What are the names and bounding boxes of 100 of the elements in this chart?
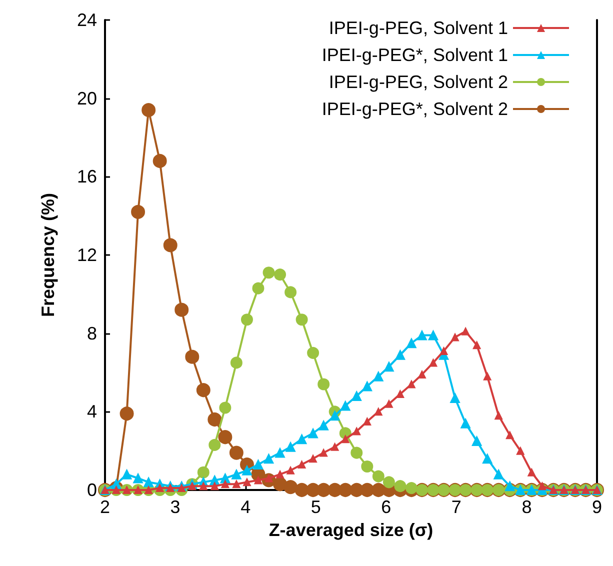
point bbox=[197, 466, 210, 478]
point bbox=[208, 412, 222, 426]
point bbox=[252, 282, 264, 294]
point bbox=[185, 350, 200, 364]
point bbox=[460, 418, 471, 428]
x-tick-label: 5 bbox=[310, 497, 321, 517]
point bbox=[156, 484, 164, 492]
point bbox=[494, 469, 504, 480]
point bbox=[407, 380, 416, 388]
point bbox=[309, 454, 318, 463]
legend-label: IPEI-g-PEG, Solvent 1 bbox=[328, 18, 508, 38]
point bbox=[382, 476, 395, 488]
point bbox=[395, 350, 406, 360]
x-tick-label: 6 bbox=[381, 497, 392, 517]
point bbox=[373, 371, 384, 382]
point bbox=[341, 435, 350, 444]
point bbox=[506, 431, 514, 440]
point bbox=[208, 438, 221, 451]
point bbox=[440, 346, 448, 355]
point bbox=[405, 482, 418, 494]
point bbox=[229, 446, 244, 460]
y-tick-label: 20 bbox=[76, 88, 97, 108]
point bbox=[240, 314, 253, 326]
point bbox=[307, 346, 320, 359]
point bbox=[516, 446, 524, 455]
point bbox=[254, 476, 262, 484]
y-tick-label: 16 bbox=[76, 166, 97, 187]
point bbox=[152, 154, 167, 168]
point bbox=[384, 400, 393, 408]
point bbox=[338, 483, 352, 497]
legend-label: IPEI-g-PEG*, Solvent 2 bbox=[322, 99, 508, 119]
point bbox=[330, 410, 340, 421]
point bbox=[232, 480, 240, 488]
point bbox=[374, 408, 382, 416]
point bbox=[296, 434, 307, 444]
point bbox=[275, 448, 286, 458]
y-tick-label: 24 bbox=[76, 10, 97, 30]
y-tick-label: 0 bbox=[86, 480, 97, 500]
point bbox=[362, 381, 372, 392]
x-tick-label: 7 bbox=[451, 497, 462, 517]
x-axis-title: Z-averaged size (σ) bbox=[268, 520, 434, 540]
legend-label: IPEI-g-PEG*, Solvent 1 bbox=[322, 45, 508, 65]
point bbox=[418, 370, 426, 378]
point bbox=[360, 483, 374, 497]
point bbox=[284, 286, 297, 298]
point bbox=[361, 460, 374, 472]
point bbox=[120, 406, 134, 421]
point bbox=[396, 390, 404, 398]
point bbox=[318, 420, 329, 430]
point bbox=[142, 103, 156, 118]
point bbox=[219, 402, 232, 414]
point bbox=[350, 446, 363, 459]
point bbox=[528, 468, 536, 476]
point bbox=[230, 356, 242, 369]
point bbox=[298, 460, 306, 469]
point bbox=[264, 454, 274, 464]
point bbox=[262, 266, 275, 279]
point bbox=[394, 480, 406, 492]
point bbox=[286, 466, 295, 474]
point bbox=[221, 480, 230, 488]
point bbox=[320, 448, 328, 457]
point bbox=[196, 383, 210, 398]
point bbox=[174, 302, 189, 317]
point bbox=[218, 430, 232, 444]
point bbox=[276, 470, 284, 478]
y-tick-label: 12 bbox=[76, 245, 97, 265]
point bbox=[352, 427, 361, 436]
point bbox=[122, 469, 132, 480]
point bbox=[472, 436, 482, 446]
x-tick-label: 4 bbox=[240, 497, 251, 517]
point bbox=[133, 473, 144, 484]
point bbox=[163, 238, 178, 252]
point bbox=[483, 372, 492, 380]
point bbox=[494, 412, 503, 420]
point bbox=[429, 358, 438, 367]
point bbox=[242, 465, 252, 476]
point bbox=[406, 338, 416, 348]
point bbox=[308, 428, 318, 438]
x-tick-label: 8 bbox=[522, 497, 532, 517]
point bbox=[372, 470, 384, 482]
legend-label: IPEI-g-PEG, Solvent 2 bbox=[328, 72, 508, 92]
point bbox=[451, 333, 460, 342]
point bbox=[199, 482, 208, 490]
point bbox=[352, 391, 362, 401]
point bbox=[286, 442, 296, 452]
point bbox=[296, 314, 308, 326]
x-tick-label: 3 bbox=[170, 497, 180, 517]
point bbox=[482, 454, 492, 464]
point bbox=[316, 483, 331, 497]
point bbox=[428, 330, 438, 340]
point bbox=[210, 482, 219, 490]
point bbox=[231, 469, 242, 480]
point bbox=[253, 460, 264, 470]
point bbox=[131, 204, 146, 219]
point bbox=[242, 478, 251, 486]
point bbox=[384, 362, 394, 372]
x-tick-label: 9 bbox=[592, 497, 602, 517]
y-tick-label: 4 bbox=[86, 402, 97, 422]
point bbox=[462, 327, 470, 336]
point bbox=[330, 442, 339, 451]
